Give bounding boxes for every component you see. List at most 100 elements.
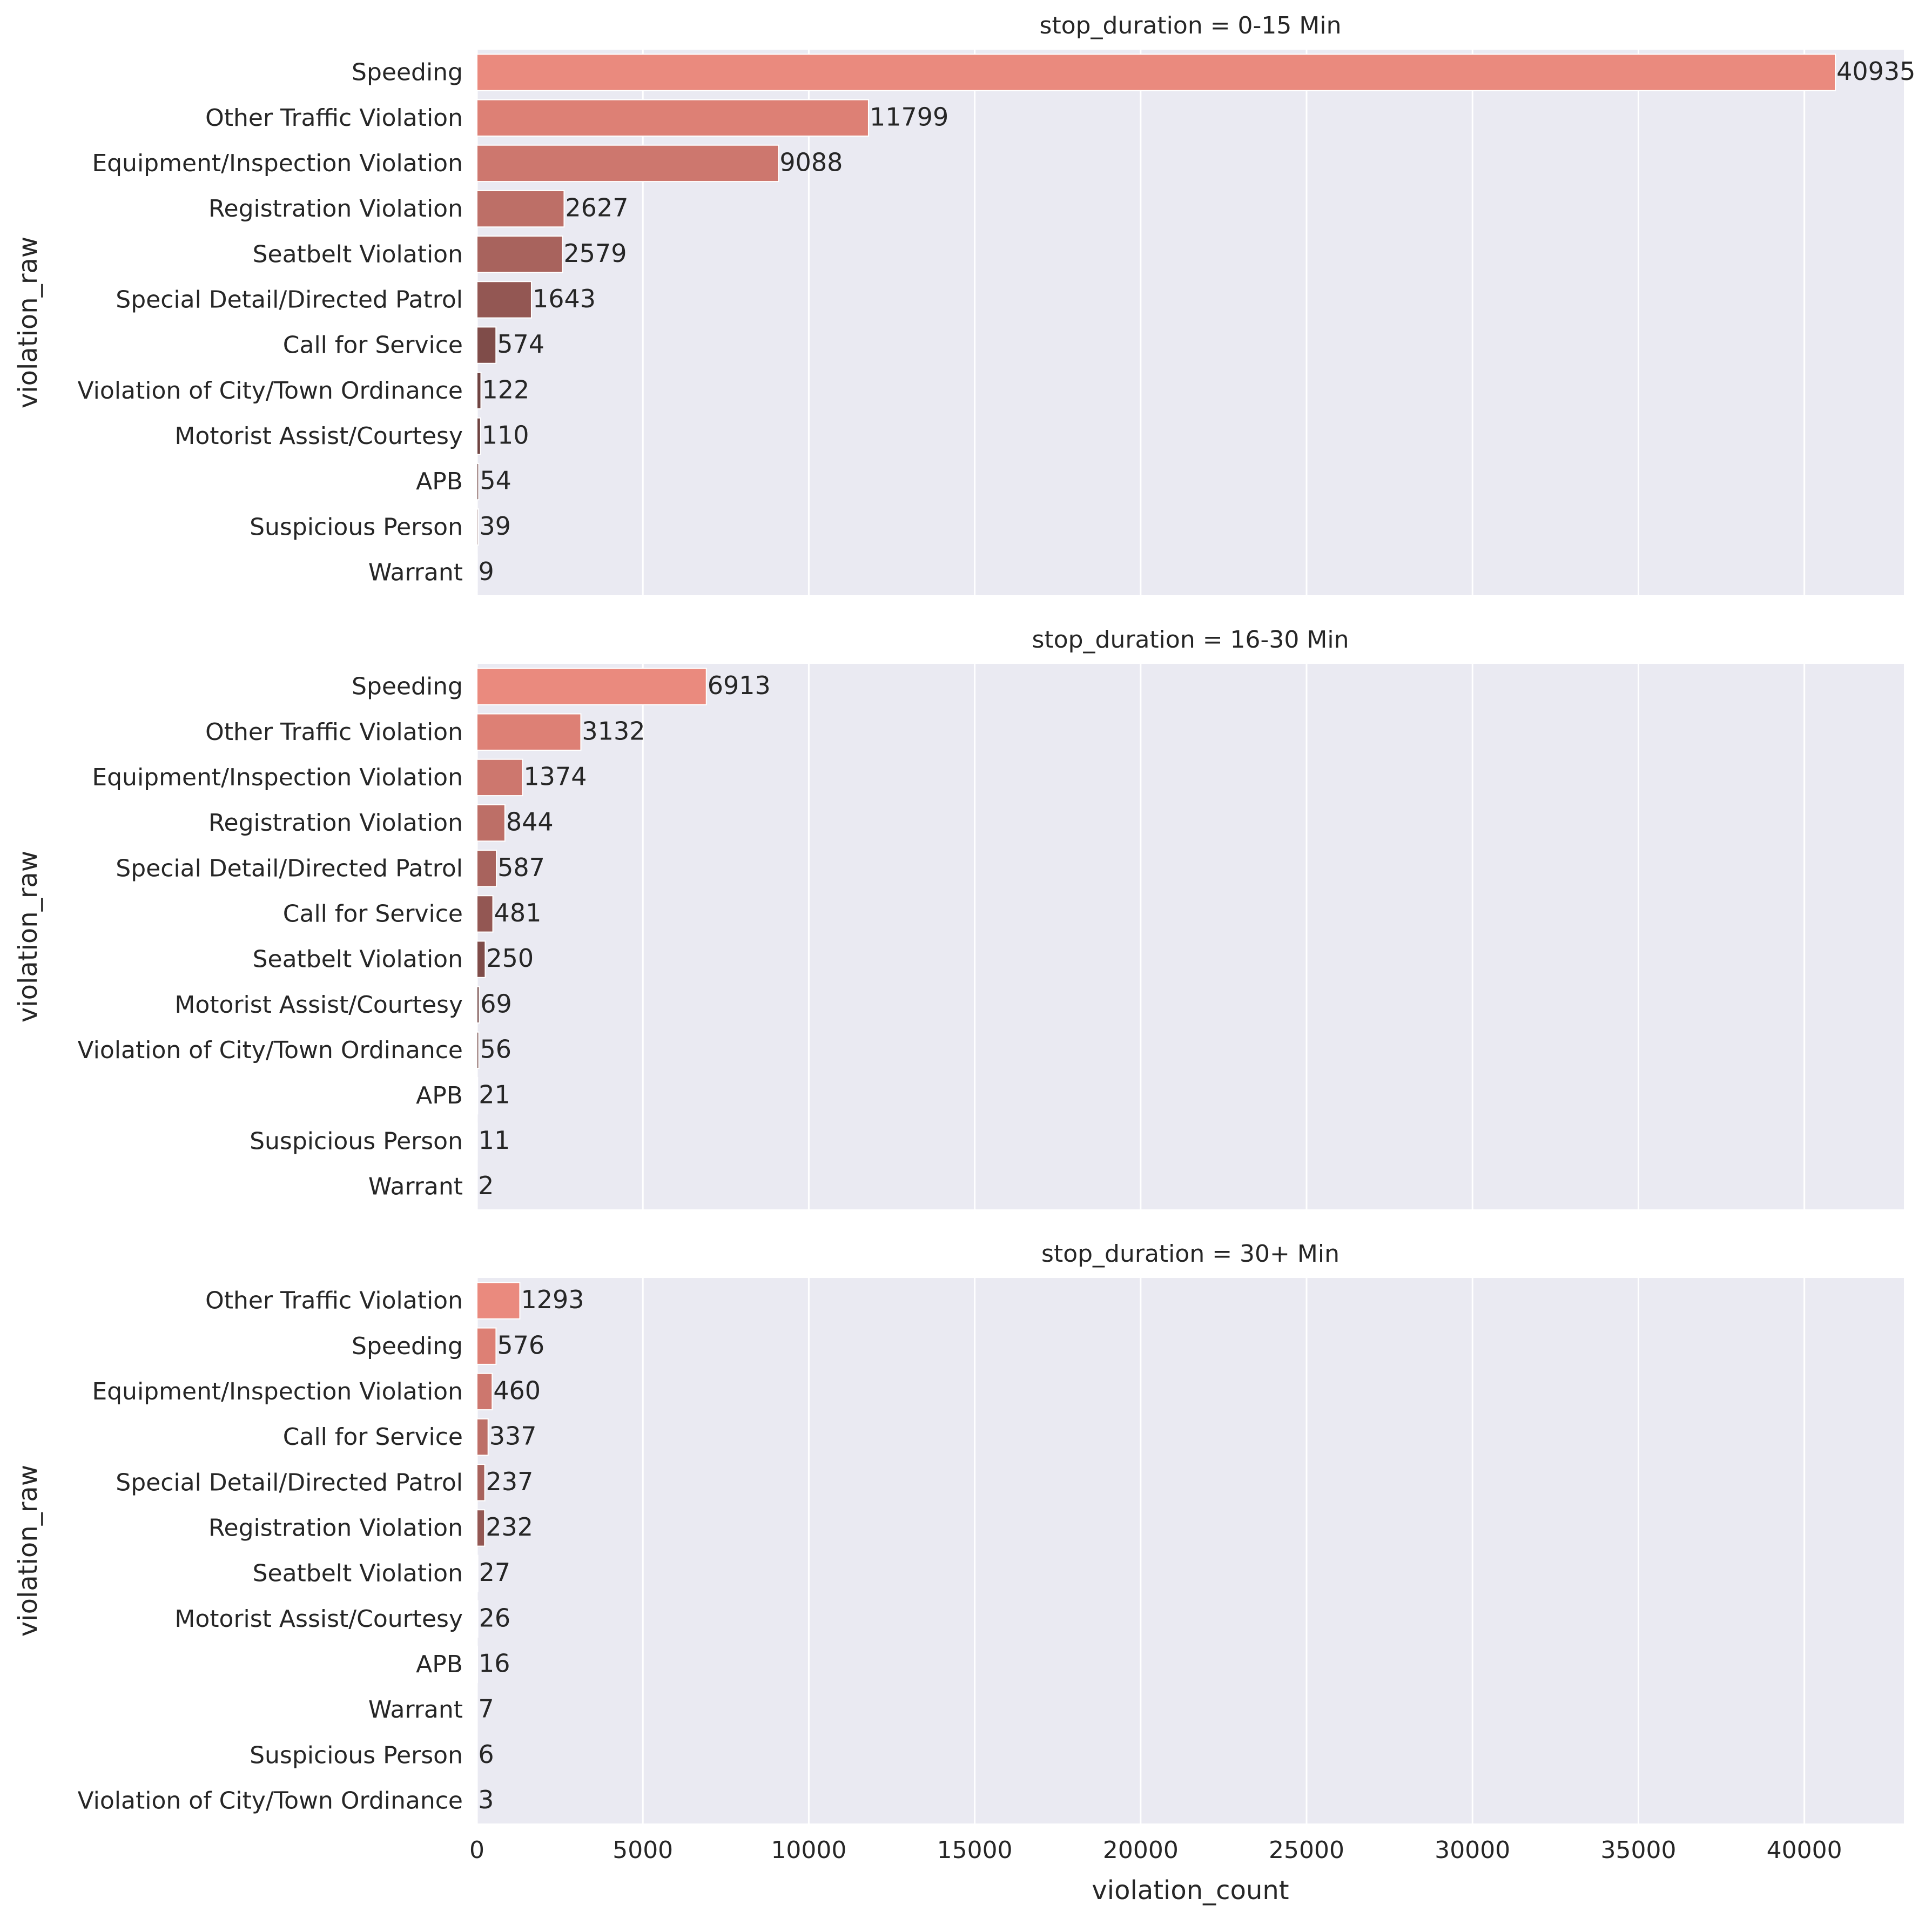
value-label: 574 [497,329,544,359]
category-label: Violation of City/Town Ordinance [78,377,463,405]
value-label: 232 [486,1512,533,1542]
x-tick-label: 15000 [937,1836,1013,1864]
value-label: 576 [497,1330,544,1360]
category-label: Other Traffic Violation [205,718,463,746]
category-label: Suspicious Person [250,513,463,541]
bar [477,373,481,409]
value-label: 9088 [779,147,843,177]
category-label: Call for Service [283,900,463,927]
bar [477,236,562,272]
value-label: 9 [479,557,494,586]
bar [477,987,479,1023]
category-label: Call for Service [283,1423,463,1451]
value-label: 26 [479,1603,511,1632]
category-label: Equipment/Inspection Violation [92,1378,463,1405]
category-label: APB [416,1651,463,1678]
value-label: 11 [479,1126,510,1155]
category-label: APB [416,468,463,495]
value-label: 27 [479,1558,511,1587]
value-label: 460 [493,1376,541,1405]
value-label: 122 [482,375,529,404]
value-label: 69 [480,989,512,1018]
bar [477,54,1835,90]
bar [477,281,531,318]
category-label: Seatbelt Violation [253,1560,463,1587]
value-label: 56 [480,1034,511,1064]
x-tick-label: 20000 [1103,1836,1179,1864]
value-label: 21 [479,1080,510,1109]
category-label: Special Detail/Directed Patrol [116,286,463,313]
bar [477,850,496,886]
bar [477,327,496,363]
bar [477,1282,520,1318]
value-label: 1643 [533,284,596,313]
x-tick-label: 40000 [1767,1836,1842,1864]
value-label: 110 [482,420,529,449]
category-label: Equipment/Inspection Violation [92,150,463,177]
bar [477,1601,478,1637]
bar [477,941,485,977]
bar [477,759,522,796]
category-label: APB [416,1082,463,1109]
category-label: Registration Violation [208,195,463,223]
value-label: 40935 [1836,57,1915,86]
category-label: Speeding [352,1332,463,1360]
category-label: Violation of City/Town Ordinance [78,1787,463,1814]
bar [477,896,493,932]
category-label: Equipment/Inspection Violation [92,764,463,791]
value-label: 6913 [708,671,771,700]
y-axis-label: violation_raw [13,1465,43,1637]
value-label: 337 [489,1422,537,1451]
category-label: Warrant [368,1173,463,1200]
category-label: Special Detail/Directed Patrol [116,854,463,882]
value-label: 2 [478,1171,494,1200]
value-label: 1293 [521,1285,584,1314]
category-label: Speeding [352,673,463,701]
category-label: Registration Violation [208,1514,463,1542]
bar [477,668,706,704]
category-label: Motorist Assist/Courtesy [174,991,463,1019]
category-label: Speeding [352,59,463,86]
bar [477,191,564,227]
category-label: Special Detail/Directed Patrol [116,1469,463,1496]
category-label: Call for Service [283,332,463,359]
category-label: Other Traffic Violation [205,104,463,132]
category-label: Seatbelt Violation [253,240,463,268]
bar [477,714,581,750]
category-label: Registration Violation [208,809,463,837]
panel-title: stop_duration = 16-30 Min [1032,626,1349,654]
value-label: 587 [497,853,545,882]
value-label: 7 [478,1694,494,1724]
category-label: Suspicious Person [250,1127,463,1155]
bar [477,100,869,136]
bar [477,805,505,841]
x-tick-label: 30000 [1435,1836,1510,1864]
category-label: Suspicious Person [250,1741,463,1769]
x-axis-label: violation_count [1092,1875,1289,1906]
category-label: Motorist Assist/Courtesy [174,422,463,450]
panel-title: stop_duration = 30+ Min [1041,1240,1339,1268]
category-label: Other Traffic Violation [205,1287,463,1315]
bar [477,463,479,500]
bar [477,1328,496,1364]
x-tick-label: 10000 [771,1836,846,1864]
value-label: 250 [486,944,534,973]
category-label: Violation of City/Town Ordinance [78,1037,463,1064]
value-label: 11799 [870,102,948,131]
value-label: 2627 [565,193,628,223]
value-label: 39 [479,512,511,541]
panel-background [477,664,1904,1209]
bar [477,1419,488,1455]
bar [477,1464,485,1500]
panel-background [477,1278,1904,1823]
category-label: Warrant [368,558,463,586]
value-label: 2579 [563,239,627,268]
value-label: 16 [479,1648,510,1678]
bar [477,418,481,454]
panel-title: stop_duration = 0-15 Min [1040,12,1342,39]
bar [477,1032,479,1068]
bar [477,1374,492,1410]
x-tick-label: 0 [469,1836,484,1864]
